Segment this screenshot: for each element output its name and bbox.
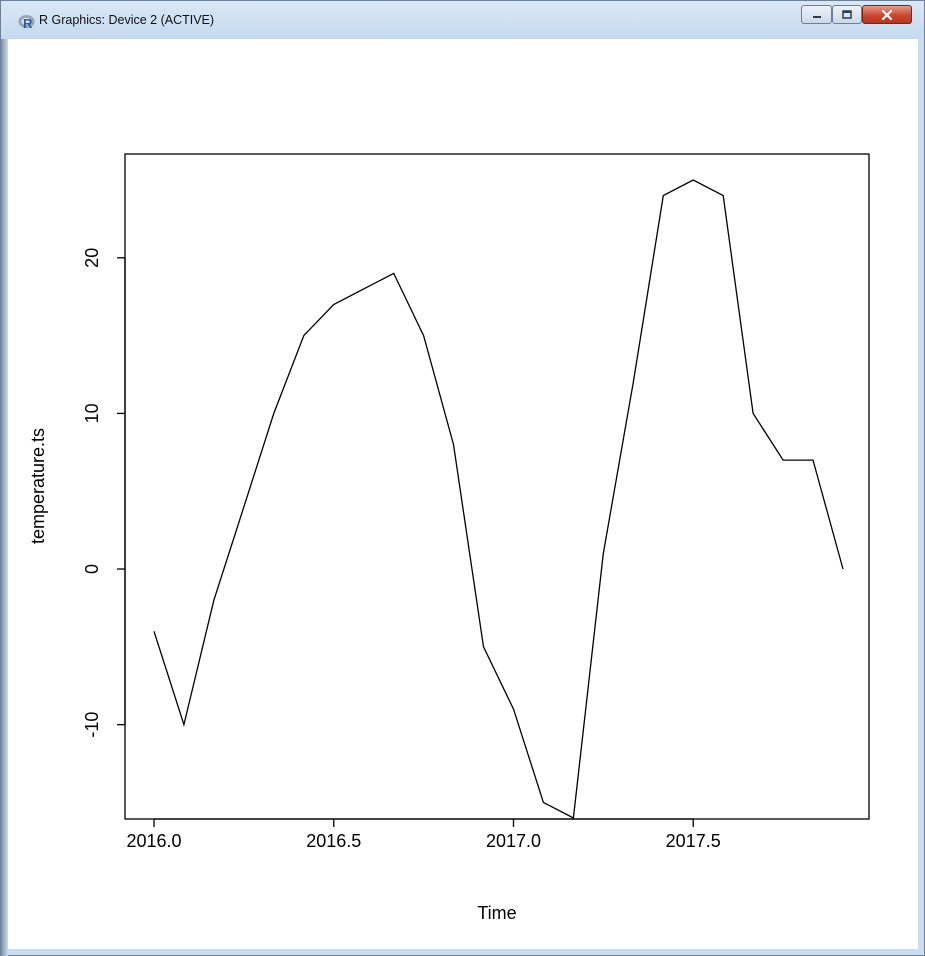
y-tick-label: -10 [82,712,102,738]
y-axis: -10 0 10 20 [82,248,126,738]
maximize-icon [842,9,852,19]
x-axis: 2016.0 2016.5 2017.0 2017.5 [126,818,721,851]
window-title: R Graphics: Device 2 (ACTIVE) [39,13,215,27]
x-tick-label: 2016.0 [126,831,181,851]
y-tick-label: 10 [82,403,102,423]
y-tick-label: 0 [82,564,102,574]
x-axis-label: Time [477,903,516,923]
maximize-button[interactable] [832,5,862,24]
x-tick-label: 2017.0 [486,831,541,851]
minimize-button[interactable] [801,5,832,24]
x-tick-label: 2017.5 [666,831,721,851]
title-bar[interactable]: R R Graphics: Device 2 (ACTIVE) [1,1,924,39]
y-tick-label: 20 [82,248,102,268]
close-button[interactable] [862,5,912,24]
y-axis-label: temperature.ts [28,428,48,544]
window-border-left [1,39,8,956]
svg-text:R: R [23,16,33,30]
plot-frame [124,153,870,820]
close-icon [881,9,893,20]
x-tick-label: 2016.5 [306,831,361,851]
minimize-icon [812,15,821,18]
plot-area: 2016.0 2016.5 2017.0 2017.5 -10 0 10 20 Time t… [8,39,918,949]
r-logo-icon: R [18,15,35,30]
line-chart: 2016.0 2016.5 2017.0 2017.5 -10 0 10 20 Time t… [28,153,870,923]
series-line [153,179,844,820]
